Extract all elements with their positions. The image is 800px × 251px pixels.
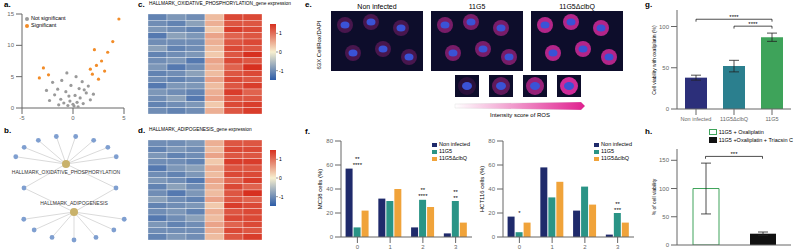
html-text:d.: d. [138,126,146,135]
svg-text:20: 20 [488,210,495,216]
html-text:c.: c. [138,0,145,9]
html-text:HALLMARK_ADIPOGENESIS_gene exp: HALLMARK_ADIPOGENESIS_gene expression [149,127,252,132]
html-text:11G5ΔclbQ: 11G5ΔclbQ [601,155,630,161]
html-text:11G5: 11G5 [601,148,615,154]
html-text:MC38 cells (%): MC38 cells (%) [316,168,323,210]
svg-text:0: 0 [71,115,75,120]
svg-text:100: 100 [659,24,670,30]
svg-text:****: **** [729,14,739,20]
svg-text:50: 50 [662,65,669,71]
svg-text:**: ** [615,201,620,207]
svg-text:0: 0 [356,244,360,249]
svg-text:**: ** [453,195,458,201]
svg-text:15: 15 [7,11,14,17]
html-text:b.: b. [4,126,12,135]
html-text:11G5: 11G5 [468,3,486,10]
svg-text:5: 5 [11,74,15,80]
svg-text:80: 80 [488,138,495,144]
html-text:Significant: Significant [31,22,57,28]
html-text:Non infected: Non infected [357,3,397,10]
svg-text:50: 50 [662,214,669,220]
html-text:11G5ΔclbQ: 11G5ΔclbQ [559,3,595,10]
svg-text:40: 40 [326,186,333,192]
svg-text:*: * [518,210,521,216]
svg-text:80: 80 [326,138,333,144]
svg-text:0: 0 [279,175,282,181]
html-text:Cell viability with oxaliplati: Cell viability with oxaliplatin (%) [651,24,657,95]
html-text:Intensity score of ROS: Intensity score of ROS [490,112,550,118]
svg-text:0: 0 [492,234,496,240]
html-text:HCT116 cells (%): HCT116 cells (%) [478,165,485,213]
svg-text:****: **** [748,21,758,27]
svg-text:40: 40 [488,186,495,192]
html-text:11G5ΔclbQ: 11G5ΔclbQ [439,155,468,161]
svg-text:0: 0 [279,49,282,55]
html-text:% of cell viability: % of cell viability [651,178,657,216]
svg-text:11G5ΔclbQ: 11G5ΔclbQ [720,116,749,122]
html-text:f.: f. [305,127,310,136]
svg-text:****: **** [353,162,363,168]
html-text:a.: a. [4,0,11,9]
svg-text:0: 0 [666,242,670,248]
html-text:HALLMARK_OXIDATIVE_PHOSPHORYLA: HALLMARK_OXIDATIVE_PHOSPHORYLATION_gene … [149,1,291,6]
svg-text:HALLMARK_ADIPOGENESIS: HALLMARK_ADIPOGENESIS [40,200,108,206]
html-text:g.: g. [645,0,653,9]
svg-text:60: 60 [488,162,495,168]
svg-text:***: *** [730,151,738,157]
html-text:11G5: 11G5 [439,148,453,154]
svg-text:3: 3 [616,244,620,249]
svg-text:***: *** [614,207,622,213]
svg-text:3: 3 [454,244,458,249]
svg-text:11G5: 11G5 [765,116,778,122]
svg-text:1: 1 [279,30,282,36]
html-text:Non infected: Non infected [439,141,470,147]
html-text:Non infected: Non infected [601,141,632,147]
svg-text:**: ** [355,156,360,162]
svg-text:****: **** [418,193,428,199]
svg-text:0: 0 [330,234,334,240]
html-text:e.: e. [305,0,312,9]
svg-text:**: ** [421,187,426,193]
html-text:11G5 + Oxaliplatin: 11G5 + Oxaliplatin [718,129,764,135]
svg-text:1: 1 [279,156,282,162]
html-text:63X CellRox/DAPI: 63X CellRox/DAPI [315,20,322,70]
svg-text:2: 2 [421,244,425,249]
svg-text:10: 10 [7,42,14,48]
svg-text:-1: -1 [279,68,284,74]
svg-text:2: 2 [583,244,587,249]
svg-text:60: 60 [326,162,333,168]
svg-text:**: ** [453,189,458,195]
svg-text:0: 0 [666,106,670,112]
svg-text:0: 0 [518,244,522,249]
svg-text:150: 150 [659,157,670,163]
html-text:Not significant: Not significant [31,15,66,21]
svg-text:-1: -1 [279,194,284,200]
svg-text:-5: -5 [19,115,25,120]
svg-text:Non infected: Non infected [681,116,712,122]
html-text:11G5 +Oxaliplatin + Triacsin C: 11G5 +Oxaliplatin + Triacsin C [718,137,793,143]
svg-text:1: 1 [550,244,554,249]
svg-text:20: 20 [326,210,333,216]
svg-text:0: 0 [11,105,15,111]
svg-text:5: 5 [122,115,126,120]
svg-text:HALLMARK_OXIDATIVE_PHOSPHORYLA: HALLMARK_OXIDATIVE_PHOSPHORYLATION [12,169,121,175]
svg-text:100: 100 [659,186,670,192]
html-text:h.: h. [645,127,653,136]
svg-text:1: 1 [388,244,392,249]
